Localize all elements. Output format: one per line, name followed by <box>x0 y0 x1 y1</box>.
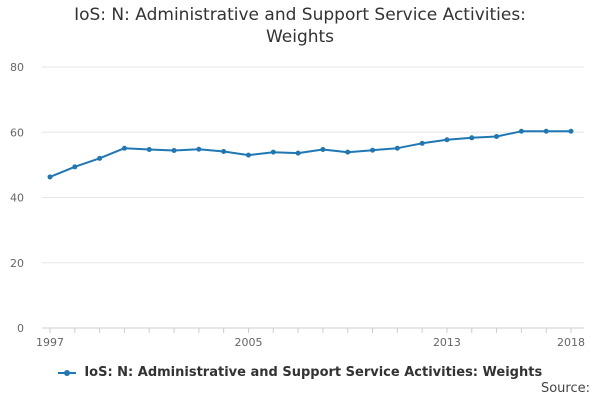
data-point-2003[interactable] <box>196 146 202 152</box>
data-point-1997[interactable] <box>47 174 53 180</box>
gridlines <box>42 66 584 329</box>
data-point-2017[interactable] <box>543 128 549 134</box>
y-axis-ticks: 0 20 40 60 80 <box>10 61 24 335</box>
chart-title: IoS: N: Administrative and Support Servi… <box>0 4 600 48</box>
y-tick-label-60: 60 <box>10 126 24 139</box>
y-tick-label-40: 40 <box>10 192 24 205</box>
data-point-2002[interactable] <box>171 148 177 154</box>
data-point-2013[interactable] <box>444 137 450 143</box>
chart-title-line-2: Weights <box>265 27 335 47</box>
data-point-2006[interactable] <box>270 149 276 155</box>
x-tick-label-1997: 1997 <box>36 336 64 349</box>
chart-title-line-1: IoS: N: Administrative and Support Servi… <box>74 5 526 25</box>
data-point-2000[interactable] <box>121 145 127 151</box>
data-point-2011[interactable] <box>394 145 400 151</box>
data-point-1999[interactable] <box>97 155 103 161</box>
legend[interactable]: IoS: N: Administrative and Support Servi… <box>0 365 600 380</box>
data-point-2012[interactable] <box>419 140 425 146</box>
y-tick-label-20: 20 <box>10 257 24 270</box>
data-point-2009[interactable] <box>345 149 351 155</box>
data-point-2015[interactable] <box>494 133 500 139</box>
y-tick-label-0: 0 <box>17 322 24 335</box>
data-point-2008[interactable] <box>320 147 326 153</box>
data-point-2001[interactable] <box>146 147 152 153</box>
x-axis: 1997 2005 2013 2018 <box>36 328 585 349</box>
x-tick-label-2005: 2005 <box>234 336 262 349</box>
data-point-2018[interactable] <box>568 128 574 134</box>
series-group <box>47 128 574 180</box>
data-point-2005[interactable] <box>245 152 251 158</box>
source-label[interactable]: Source: <box>540 381 590 396</box>
data-point-2010[interactable] <box>370 147 376 153</box>
data-point-2014[interactable] <box>469 135 475 141</box>
x-tick-label-2013: 2013 <box>433 336 461 349</box>
data-point-1998[interactable] <box>72 164 78 170</box>
data-point-2016[interactable] <box>518 128 524 134</box>
legend-label: IoS: N: Administrative and Support Servi… <box>84 365 543 380</box>
y-tick-label-80: 80 <box>10 61 24 74</box>
data-point-2004[interactable] <box>221 148 227 154</box>
x-tick-label-2018: 2018 <box>557 336 585 349</box>
data-point-2007[interactable] <box>295 150 301 156</box>
series-line-0[interactable] <box>49 130 571 178</box>
legend-line-marker-icon <box>57 368 76 378</box>
